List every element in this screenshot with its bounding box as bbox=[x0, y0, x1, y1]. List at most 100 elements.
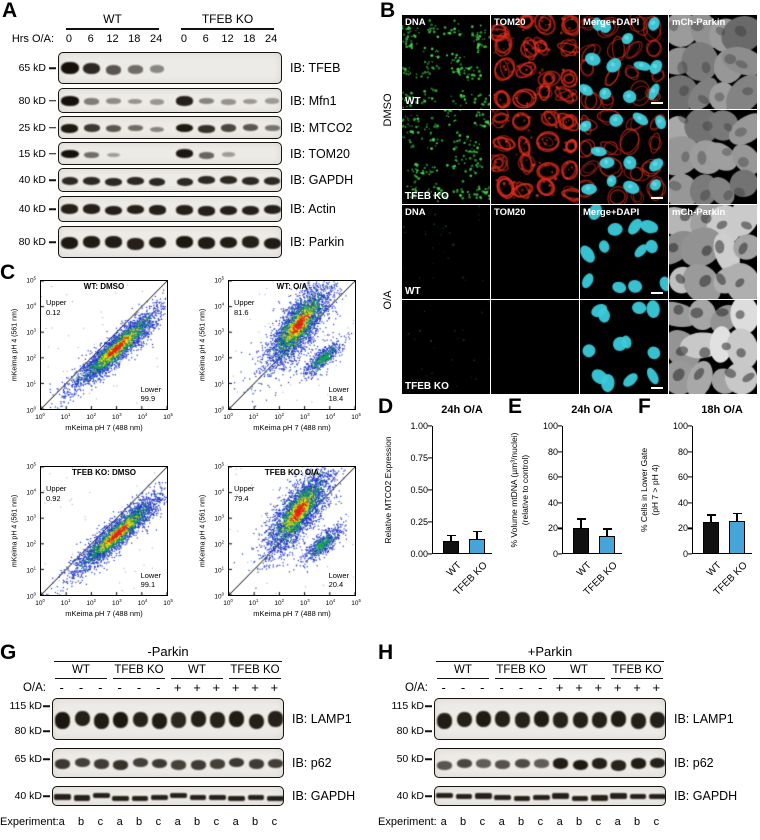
blot-strip bbox=[58, 226, 282, 258]
side-label: O/A bbox=[382, 290, 394, 309]
blot-band bbox=[248, 713, 264, 730]
blot-band bbox=[572, 759, 588, 771]
mw-label: 65 kD bbox=[14, 753, 42, 765]
y-axis-tick-label: 101 bbox=[214, 379, 224, 389]
micrograph-canvas bbox=[580, 15, 668, 109]
blot-band bbox=[84, 151, 100, 158]
x-axis-tick-label: 105 bbox=[351, 598, 361, 608]
upper-gate-name: Upper bbox=[234, 298, 255, 307]
y-axis-tick-label: 104 bbox=[214, 301, 224, 311]
mw-dash bbox=[49, 126, 56, 129]
y-axis-tick-label: 102 bbox=[26, 539, 36, 549]
x-axis-tick-label: 103 bbox=[112, 598, 122, 608]
ib-label: IB: TOM20 bbox=[290, 146, 350, 161]
y-axis-label: % Cells in Lower Gate bbox=[639, 447, 649, 533]
scale-bar bbox=[651, 387, 663, 389]
ib-label: IB: MTCO2 bbox=[290, 120, 353, 135]
y-tick-label: 0 bbox=[552, 549, 558, 559]
panel-g: G -Parkin WT TFEB KO WT TFEB KO O/A: - - - - - - + + +… bbox=[0, 642, 374, 840]
blot-band bbox=[437, 712, 453, 729]
timepoint-label: 18 bbox=[128, 33, 141, 45]
group-underline bbox=[55, 678, 107, 680]
micrograph-canvas bbox=[402, 110, 490, 204]
blot-band bbox=[475, 710, 491, 727]
blot-band bbox=[229, 711, 245, 728]
error-bar bbox=[580, 518, 582, 529]
timepoint-label: 24 bbox=[264, 33, 278, 45]
oa-sign: - bbox=[78, 680, 84, 695]
blot-band bbox=[105, 205, 122, 216]
experiment-letter: c bbox=[595, 816, 602, 828]
lower-gate-label: Lower 99.9 bbox=[141, 385, 161, 405]
chart-panel-E: E 24h O/A 0 20 40 60 80 100 % Volume mtDNA (µm³/… bbox=[508, 396, 628, 644]
oa-sign: + bbox=[633, 680, 641, 695]
error-bar bbox=[450, 534, 452, 542]
blot-band bbox=[93, 759, 109, 769]
y-axis-label: (relative to control) bbox=[520, 454, 530, 526]
blot-band bbox=[131, 795, 149, 802]
y-tick-mark bbox=[558, 451, 562, 453]
y-axis-tick-label: 105 bbox=[214, 275, 224, 285]
lower-gate-name: Lower bbox=[328, 570, 349, 580]
lower-gate-label: Lower 99.1 bbox=[141, 571, 161, 591]
blot-band bbox=[83, 124, 100, 132]
y-axis-tick-label: 101 bbox=[26, 379, 36, 389]
y-tick-mark bbox=[428, 521, 432, 523]
upper-gate-value: 0.12 bbox=[46, 307, 61, 317]
blot-band bbox=[533, 759, 549, 768]
y-tick-mark bbox=[558, 527, 562, 529]
blot-band bbox=[265, 98, 280, 104]
y-axis-tick-label: 105 bbox=[26, 275, 36, 285]
group-underline bbox=[437, 678, 489, 680]
blot-band bbox=[105, 177, 122, 186]
flow-scatter-canvas bbox=[229, 281, 355, 409]
y-tick-label: 60 bbox=[677, 472, 688, 483]
micrograph-cell: TFEB KO bbox=[402, 300, 490, 394]
oa-sign: + bbox=[652, 680, 661, 695]
blot-strip bbox=[52, 786, 284, 806]
group-label: TFEB KO bbox=[201, 12, 254, 26]
blot-band bbox=[54, 794, 71, 800]
blot-band bbox=[61, 96, 79, 107]
y-tick-mark bbox=[688, 451, 692, 453]
y-tick-mark bbox=[558, 553, 562, 555]
experiment-letter: a bbox=[614, 816, 621, 828]
micrograph-cell: DNA WT bbox=[402, 15, 490, 109]
ib-label: IB: GAPDH bbox=[292, 789, 356, 803]
blot-band bbox=[83, 177, 101, 186]
flow-x-axis-label: mKeima pH 7 (488 nm) bbox=[65, 609, 143, 618]
blot-strip bbox=[434, 748, 666, 778]
oa-label: O/A: bbox=[404, 682, 428, 694]
flow-scatter-canvas bbox=[41, 467, 167, 595]
micrograph-canvas bbox=[491, 205, 579, 299]
experiment-letter: a bbox=[174, 816, 181, 828]
mw-label: 40 kD bbox=[18, 203, 46, 215]
bar-tfeb-ko bbox=[729, 520, 745, 554]
flow-y-axis-label: mKeima pH 4 (561 nm) bbox=[199, 308, 207, 382]
blot-band bbox=[74, 757, 90, 768]
y-axis-tick-label: 102 bbox=[214, 539, 224, 549]
blot-band bbox=[73, 795, 91, 801]
mw-dash bbox=[425, 795, 432, 797]
upper-gate-value: 79.4 bbox=[234, 493, 249, 503]
experiment-letter: a bbox=[58, 816, 65, 828]
bar-wt bbox=[573, 528, 589, 554]
y-tick-mark bbox=[428, 425, 432, 427]
blot-band bbox=[264, 124, 280, 131]
upper-gate-name: Upper bbox=[234, 484, 255, 493]
blot-band bbox=[630, 758, 646, 769]
y-axis-label: Relative MTCO2 Expression bbox=[383, 436, 393, 544]
blot-band bbox=[228, 795, 245, 802]
blot-band bbox=[84, 98, 99, 105]
flow-x-axis-label: mKeima pH 7 (488 nm) bbox=[253, 609, 331, 618]
group-label: TFEB KO bbox=[230, 664, 280, 676]
upper-gate-label: Upper 0.92 bbox=[46, 484, 66, 504]
panel-b-letter: B bbox=[380, 0, 396, 22]
mw-label: 115 kD bbox=[391, 700, 425, 712]
x-category-label: WT bbox=[705, 560, 724, 579]
lower-gate-label: Lower 20.4 bbox=[329, 571, 349, 591]
micrograph-canvas bbox=[491, 15, 579, 109]
x-axis-tick-label: 105 bbox=[163, 598, 173, 608]
blot-band bbox=[221, 99, 236, 105]
ib-label: IB: Actin bbox=[290, 202, 336, 216]
